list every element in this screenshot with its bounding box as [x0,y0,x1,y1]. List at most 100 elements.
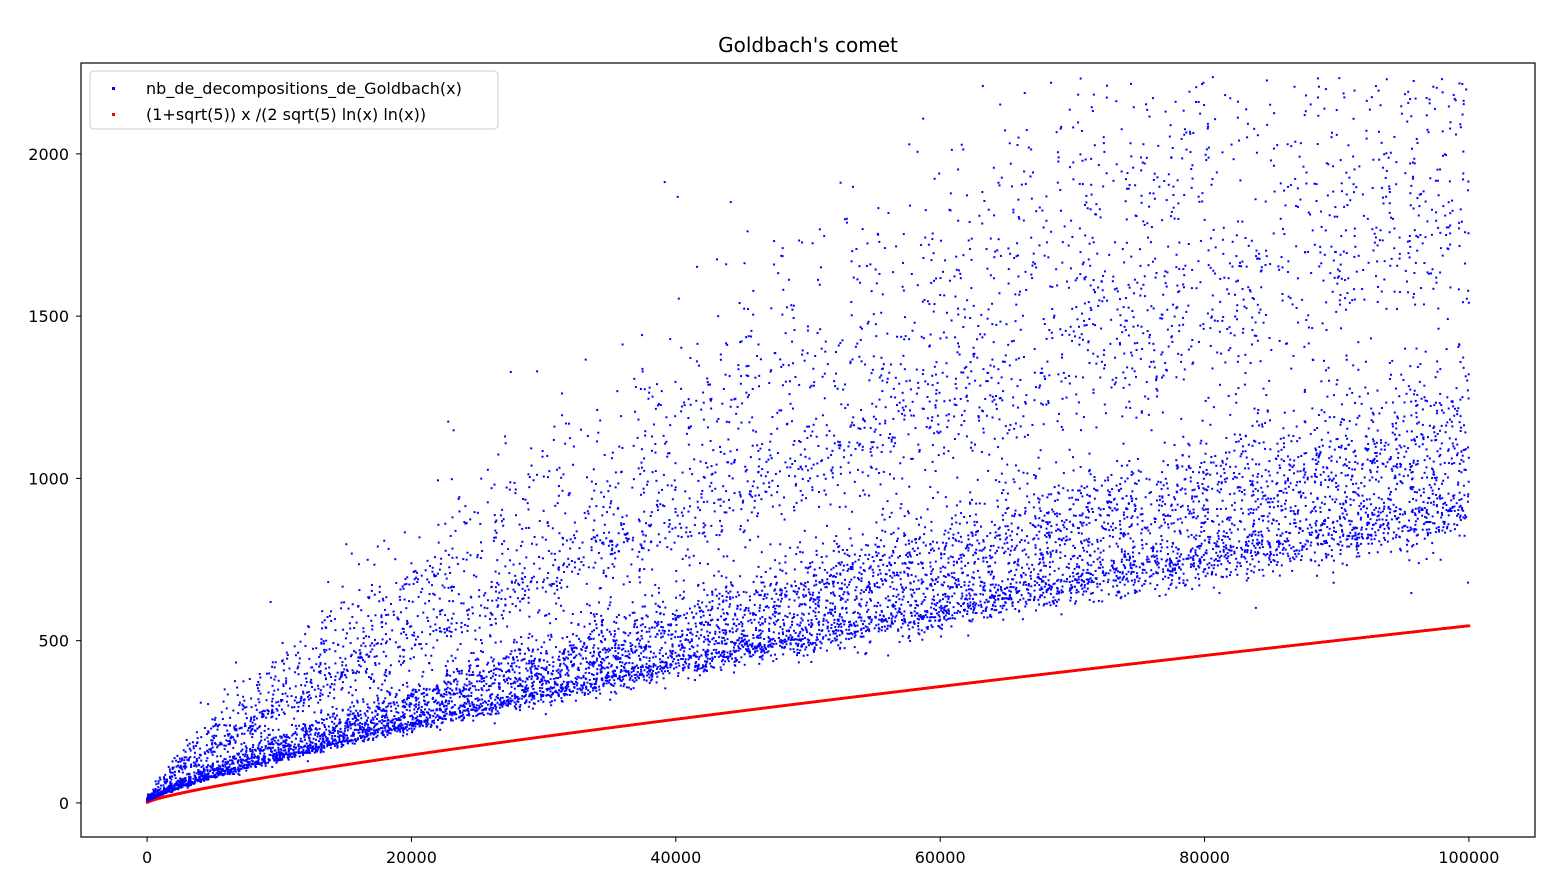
blue-point [1068,333,1071,336]
blue-point [583,625,586,628]
blue-point [748,539,751,542]
blue-point [982,560,985,563]
blue-point [1133,545,1136,548]
blue-point [1123,261,1126,264]
blue-point [1321,444,1324,447]
blue-point [807,588,810,591]
blue-point [588,622,591,625]
blue-point [327,725,330,728]
blue-point [530,464,533,467]
blue-point [807,644,810,647]
blue-point [696,342,699,345]
blue-point [1132,316,1135,319]
blue-point [822,623,825,626]
blue-point [681,514,684,517]
blue-point [1184,492,1187,495]
blue-point [489,611,492,614]
blue-point [1175,586,1178,589]
blue-point [680,526,683,529]
blue-point [571,613,574,616]
blue-point [1441,482,1443,485]
blue-point [519,609,522,612]
blue-point [929,565,932,568]
blue-point [671,643,674,646]
blue-point [1300,454,1303,457]
blue-point [465,677,468,680]
blue-point [618,678,621,681]
blue-point [789,648,792,651]
blue-point [1142,332,1145,335]
blue-point [1405,392,1408,395]
blue-point [1059,189,1062,192]
blue-point [1071,496,1074,499]
blue-point [781,628,784,631]
blue-point [977,604,980,607]
blue-point [972,583,975,586]
blue-point [351,671,354,674]
blue-point [1138,248,1141,251]
blue-point [803,602,806,605]
blue-point [1339,552,1342,555]
blue-point [1449,121,1452,124]
blue-point [707,639,710,642]
blue-point [450,622,453,625]
blue-point [554,558,557,561]
blue-point [176,779,179,782]
blue-point [1280,458,1283,461]
blue-point [540,680,543,683]
blue-point [1291,303,1294,306]
blue-point [207,764,210,767]
blue-point [1185,131,1188,134]
blue-point [1251,558,1254,561]
blue-point [874,323,877,326]
blue-point [450,478,453,481]
blue-point [365,729,368,732]
blue-point [1460,471,1463,474]
blue-point [568,688,571,691]
blue-point [1256,420,1259,423]
blue-point [223,748,226,751]
blue-point [1122,514,1125,517]
blue-point [804,626,807,629]
blue-point [1119,581,1122,584]
blue-point [1284,507,1287,510]
blue-point [595,679,598,682]
blue-point [1128,559,1131,562]
blue-point [771,645,774,648]
blue-point [881,293,884,296]
blue-point [696,668,699,671]
blue-point [888,561,891,564]
blue-point [560,604,563,607]
blue-point [996,505,999,508]
blue-point [1280,505,1283,508]
blue-point [1155,554,1158,557]
blue-point [694,665,697,668]
blue-point [1216,559,1219,562]
blue-point [671,633,674,636]
blue-point [1347,144,1350,147]
blue-point [900,626,903,629]
blue-point [553,699,556,702]
blue-point [376,694,379,697]
blue-point [212,725,215,728]
blue-point [1361,288,1364,291]
blue-point [315,738,318,741]
blue-point [1103,270,1106,273]
blue-point [319,672,322,675]
blue-point [1324,520,1327,523]
blue-point [1114,356,1117,359]
blue-point [539,689,542,692]
blue-point [1214,573,1217,576]
blue-point [310,681,313,684]
blue-point [920,578,923,581]
blue-point [1064,554,1067,557]
blue-point [257,698,260,701]
blue-point [793,580,796,583]
blue-point [1252,525,1255,528]
blue-point [714,630,717,633]
blue-point [631,644,634,647]
blue-point [1327,553,1330,556]
blue-point [989,615,992,618]
blue-point [425,642,428,645]
blue-point [934,560,937,563]
